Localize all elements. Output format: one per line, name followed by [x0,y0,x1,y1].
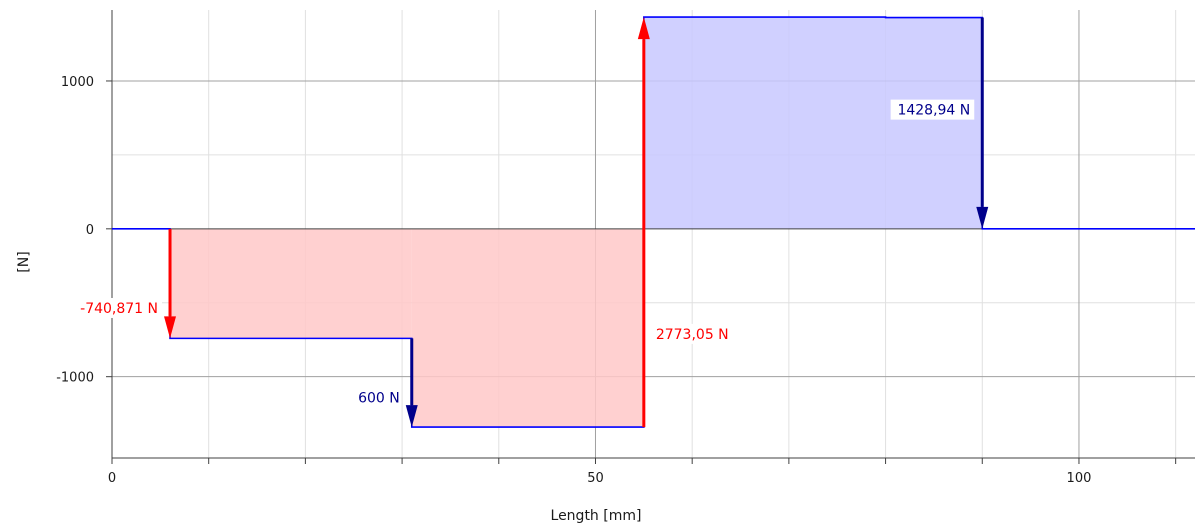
force-label-bg [651,323,736,344]
negative-area [170,228,412,339]
labels: 0 50 100 -1000 0 1000 -740,871 N 600 N 2773,05 N… [56,75,1091,486]
force-label-bg [70,297,163,318]
y-tick-label: 0 [86,223,94,238]
force-label-bg [890,99,975,120]
x-tick-label: 50 [587,471,604,486]
force-label: -740,871 N [80,301,158,317]
y-tick-label: 1000 [61,75,94,90]
force-arrow-head [405,405,418,428]
x-tick-label: 0 [108,471,116,486]
x-axis-title: Length [mm] [551,508,642,524]
force-arrow-head [637,17,650,40]
positive-area [643,17,886,229]
positive-area [885,17,983,229]
force-arrow-head [976,206,989,229]
x-tick-label: 100 [1067,471,1092,486]
y-axis-title: [N] [16,251,32,272]
area-fills [170,17,983,428]
force-arrows [164,17,989,428]
force-label: 1428,94 N [897,103,970,119]
negative-area [411,228,644,428]
force-arrow-head [164,316,177,339]
y-tick-label: -1000 [56,371,94,386]
force-label: 600 N [358,390,400,406]
force-label: 2773,05 N [656,327,729,343]
